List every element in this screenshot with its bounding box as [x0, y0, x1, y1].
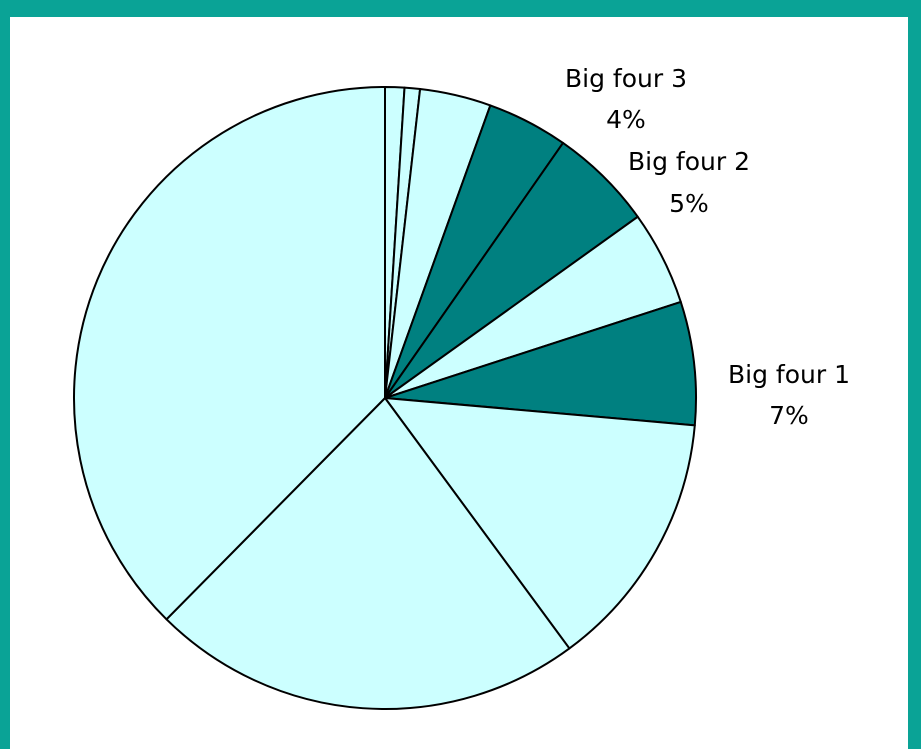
pie-slice-7 [384, 300, 698, 427]
pie-slice-8 [384, 397, 696, 650]
slice-labels: Big four 3 4% Big four 2 5% Big four 1 7… [565, 64, 850, 430]
pct-big-four-3: 4% [606, 105, 646, 134]
pct-big-four-1: 7% [769, 401, 809, 430]
pie-slice-10 [73, 86, 386, 621]
label-big-four-1: Big four 1 [728, 360, 850, 389]
pct-big-four-2: 5% [669, 189, 709, 218]
pie-slice-9 [165, 397, 571, 710]
label-big-four-2: Big four 2 [628, 147, 750, 176]
pie-slices [73, 85, 698, 710]
label-big-four-3: Big four 3 [565, 64, 687, 93]
